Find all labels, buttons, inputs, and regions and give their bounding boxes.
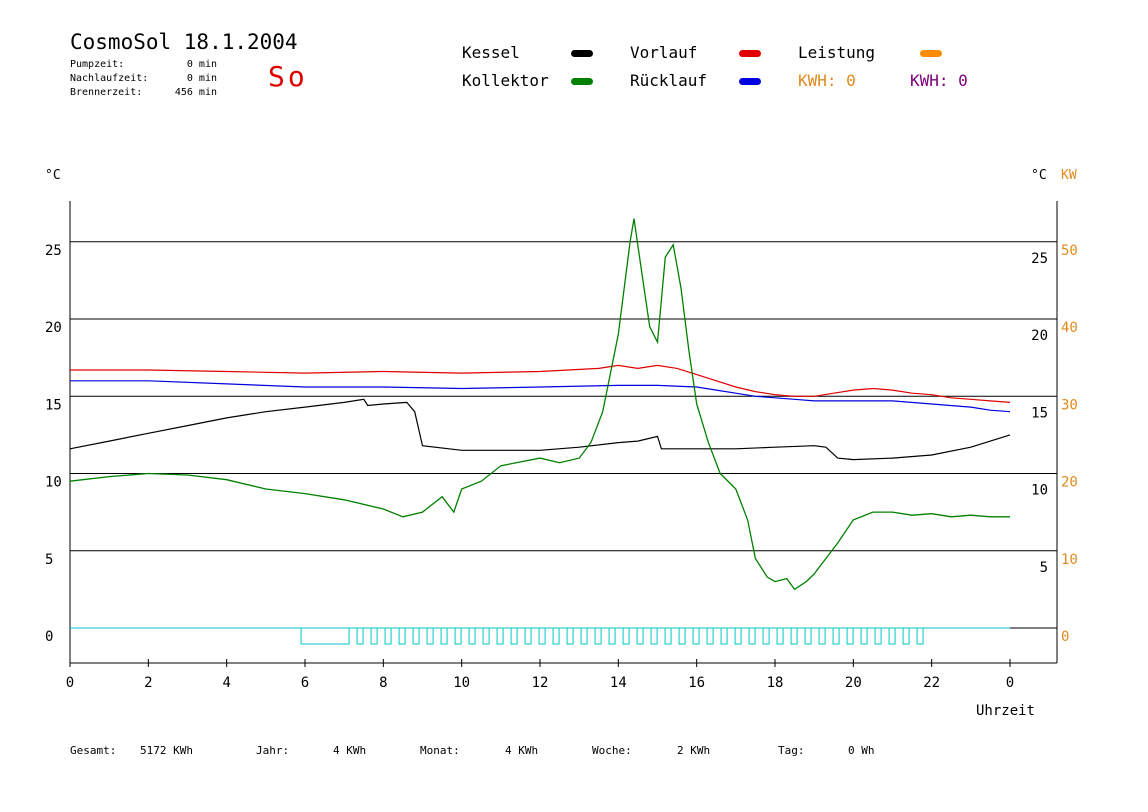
footer-tag-label: Tag:	[778, 744, 805, 757]
brennerzeit-label: Brennerzeit:	[70, 87, 143, 98]
right-temp-tick-label: 20	[1031, 328, 1048, 344]
kwh-orange: KWH: 0	[798, 71, 856, 90]
footer-woche-label: Woche:	[592, 744, 632, 757]
x-tick-label: 6	[301, 675, 309, 691]
kwh-purple: KWH: 0	[910, 71, 968, 90]
footer-gesamt-value: 5172 KWh	[140, 744, 193, 757]
right-temp-tick-label: 5	[1040, 560, 1048, 576]
left-tick-label: 10	[45, 475, 62, 491]
x-tick-label: 12	[532, 675, 549, 691]
x-axis-label: Uhrzeit	[976, 703, 1035, 719]
left-tick-label: 15	[45, 397, 62, 413]
legend-kessel-label: Kessel	[462, 43, 520, 62]
right-kw-tick-label: 20	[1061, 475, 1078, 491]
left-unit-label: °C	[45, 168, 61, 183]
legend-kollektor-label: Kollektor	[462, 71, 549, 90]
x-tick-label: 0	[66, 675, 74, 691]
x-tick-label: 4	[222, 675, 230, 691]
x-tick-label: 0	[1006, 675, 1014, 691]
nachlaufzeit-label: Nachlaufzeit:	[70, 73, 149, 84]
left-tick-label: 25	[45, 243, 62, 259]
right-kw-tick-label: 10	[1061, 552, 1078, 568]
footer-woche-value: 2 KWh	[677, 744, 711, 757]
nachlaufzeit-value: 0 min	[186, 73, 217, 84]
left-tick-label: 5	[45, 552, 53, 568]
right-kw-tick-label: 30	[1061, 397, 1078, 413]
legend-kollektor-swatch	[571, 78, 593, 85]
legend-ruecklauf-swatch	[739, 78, 761, 85]
legend-leistung-label: Leistung	[798, 43, 876, 62]
x-tick-label: 10	[453, 675, 470, 691]
pump-pulse-trace	[300, 628, 924, 645]
right-temp-tick-label: 10	[1031, 483, 1048, 499]
x-tick-label: 20	[845, 675, 862, 691]
x-tick-label: 18	[767, 675, 784, 691]
footer-jahr-label: Jahr:	[256, 744, 290, 757]
right-temp-tick-label: 25	[1031, 251, 1048, 267]
x-tick-label: 16	[688, 675, 705, 691]
page-title: CosmoSol 18.1.2004	[70, 30, 298, 54]
pumpzeit-label: Pumpzeit:	[70, 59, 125, 70]
right-kw-tick-label: 40	[1061, 320, 1078, 336]
x-tick-label: 2	[144, 675, 152, 691]
right-kw-tick-label: 50	[1061, 243, 1078, 259]
brennerzeit-value: 456 min	[174, 87, 217, 98]
left-tick-label: 20	[45, 320, 62, 336]
footer-monat-label: Monat:	[420, 744, 460, 757]
x-tick-label: 8	[379, 675, 387, 691]
right-unit-label: °C	[1031, 168, 1047, 183]
legend-vorlauf-swatch	[739, 50, 761, 57]
legend-leistung-swatch	[920, 50, 942, 57]
footer-gesamt-label: Gesamt:	[70, 744, 117, 757]
x-tick-label: 22	[923, 675, 940, 691]
footer-tag-value: 0 Wh	[848, 744, 875, 757]
right-kw-unit-label: KW	[1061, 168, 1077, 183]
status-indicator: So	[268, 60, 308, 93]
x-tick-label: 14	[610, 675, 627, 691]
series-line-vorlauf	[70, 364, 1011, 403]
right-kw-tick-label: 0	[1061, 629, 1069, 645]
footer-monat-value: 4 KWh	[505, 744, 539, 757]
legend-vorlauf-label: Vorlauf	[630, 43, 698, 62]
series-line-kessel	[69, 398, 1011, 461]
legend-kessel-swatch	[571, 50, 593, 57]
right-temp-tick-label: 15	[1031, 405, 1048, 421]
left-tick-label: 0	[45, 629, 53, 645]
footer-jahr-value: 4 KWh	[333, 744, 367, 757]
series-line-kollektor	[69, 218, 1010, 591]
pumpzeit-value: 0 min	[186, 59, 217, 70]
series-line-ruecklauf	[70, 380, 1011, 413]
legend-ruecklauf-label: Rücklauf	[630, 71, 708, 90]
